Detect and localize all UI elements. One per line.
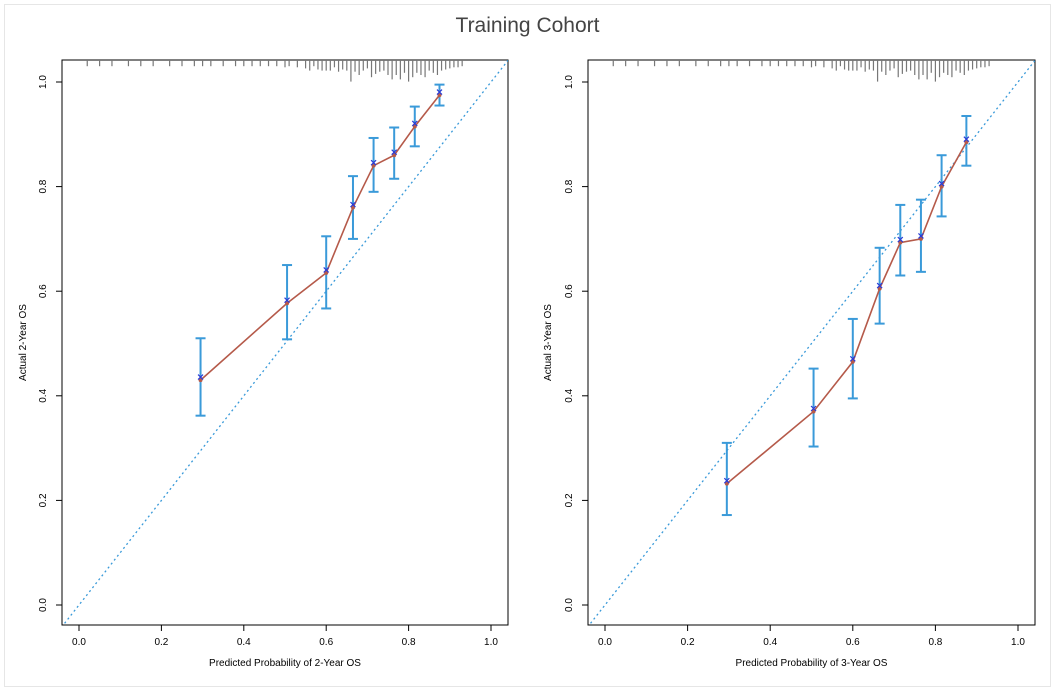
plot-area-border (587, 59, 1036, 626)
point-marker (437, 93, 442, 98)
calibration-panel-2-year: 0.0 0.2 0.4 0.6 0.8 1.0 0.0 0.2 0.4 0.6 0.8 1.0 Pred… (18, 59, 509, 669)
point-marker (412, 124, 417, 129)
calibration-point (323, 266, 330, 275)
x-tick-label: 0.0 (72, 637, 86, 648)
y-tick-label: 0.2 (38, 493, 49, 507)
calibration-point (963, 136, 970, 145)
point-marker (350, 205, 355, 210)
point-marker (964, 140, 969, 145)
y-axis-label: Actual 3-Year OS (543, 304, 554, 381)
x-tick-label: 0.4 (763, 637, 777, 648)
y-tick-label: 0.6 (564, 284, 575, 298)
bias-corrected-marker (938, 180, 945, 187)
point-marker (850, 359, 855, 364)
bias-corrected-marker (370, 159, 377, 166)
x-tick-label: 0.0 (598, 637, 612, 648)
y-tick-label: 1.0 (38, 75, 49, 89)
calibration-point (370, 159, 377, 168)
y-tick-label: 0.0 (38, 598, 49, 612)
x-tick-label: 0.2 (681, 637, 695, 648)
calibration-point (849, 355, 856, 364)
point-marker (324, 270, 329, 275)
x-tick-label: 0.8 (928, 637, 942, 648)
calibration-point (897, 236, 904, 245)
point-marker (898, 240, 903, 245)
bias-corrected-marker (849, 355, 856, 362)
calibration-point (938, 180, 945, 189)
point-marker (285, 301, 290, 306)
x-tick-label: 1.0 (484, 637, 498, 648)
y-tick-label: 1.0 (564, 75, 575, 89)
y-tick-label: 0.2 (564, 493, 575, 507)
ideal-reference-line (62, 60, 508, 625)
y-tick-label: 0.8 (564, 179, 575, 193)
calibration-point (411, 120, 418, 129)
calibration-panel-3-year: 0.0 0.2 0.4 0.6 0.8 1.0 0.0 0.2 0.4 0.6 0.8 1.0 Pred… (543, 59, 1036, 669)
bias-corrected-marker (323, 266, 330, 273)
figure-title: Training Cohort (455, 14, 600, 37)
calibration-point (197, 374, 204, 383)
calibration-point (918, 232, 924, 241)
y-tick-label: 0.4 (564, 388, 575, 402)
calibration-point (391, 149, 398, 158)
x-tick-label: 0.6 (846, 637, 860, 648)
bias-corrected-marker (411, 120, 418, 127)
x-tick-label: 0.2 (154, 637, 168, 648)
bias-corrected-marker (284, 297, 290, 304)
bias-corrected-marker (391, 149, 398, 156)
bias-corrected-marker (918, 232, 924, 239)
bias-corrected-marker (436, 89, 443, 95)
error-bar (389, 126, 400, 180)
calibration-point (723, 477, 730, 486)
calibration-line (200, 94, 441, 381)
bias-corrected-marker (197, 374, 204, 381)
error-bar (721, 441, 732, 517)
point-marker (939, 184, 944, 189)
point-marker (371, 163, 376, 168)
x-axis-label: Predicted Probability of 2-Year OS (209, 658, 361, 669)
y-tick-label: 0.4 (38, 388, 49, 402)
y-tick-label: 0.8 (38, 179, 49, 193)
point-marker (198, 378, 203, 383)
figure-frame (4, 4, 1051, 687)
bias-corrected-marker (876, 282, 883, 289)
calibration-point (810, 405, 817, 414)
x-axis-label: Predicted Probability of 3-Year OS (736, 658, 888, 669)
error-bar (808, 367, 819, 448)
calibration-point (284, 297, 290, 306)
point-marker (877, 286, 882, 291)
ideal-reference-line (588, 60, 1035, 625)
y-tick-label: 0.0 (564, 598, 575, 612)
y-tick-label: 0.6 (38, 284, 49, 298)
calibration-line (726, 141, 968, 485)
bias-corrected-marker (963, 136, 970, 143)
bias-corrected-marker (350, 201, 356, 208)
x-tick-label: 0.8 (402, 637, 416, 648)
bias-corrected-marker (897, 236, 904, 243)
x-tick-label: 1.0 (1011, 637, 1025, 648)
bias-corrected-marker (723, 477, 730, 484)
point-marker (392, 153, 397, 158)
point-marker (918, 236, 923, 241)
y-axis-label: Actual 2-Year OS (18, 304, 29, 381)
calibration-point (350, 201, 356, 210)
bias-corrected-marker (810, 405, 817, 412)
point-marker (811, 409, 816, 414)
x-tick-label: 0.4 (237, 637, 251, 648)
point-marker (724, 481, 729, 486)
calibration-point (876, 282, 883, 291)
x-tick-label: 0.6 (319, 637, 333, 648)
calibration-point (436, 89, 443, 98)
